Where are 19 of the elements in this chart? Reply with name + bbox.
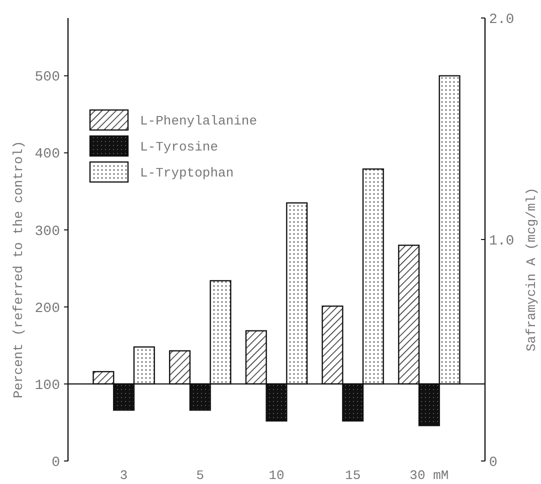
y2-tick-label: 2.0 — [489, 12, 514, 28]
y-tick-label: 0 — [52, 454, 60, 471]
y-tick-label: 200 — [34, 300, 60, 317]
y-tick-label: 500 — [34, 70, 60, 86]
y-tick-label: 400 — [34, 146, 60, 163]
y2-tick-label: 1.0 — [489, 233, 514, 250]
y-tick-label: 100 — [34, 378, 60, 394]
legend-label: L-Tryptophan — [140, 166, 234, 181]
x-tick-label: 3 — [120, 468, 128, 483]
legend-label: L-Phenylalanine — [140, 114, 258, 129]
y2-axis-title: Saframycin A (mcg/ml) — [524, 188, 539, 352]
x-tick-label: 5 — [196, 468, 204, 483]
x-tick-label: 15 — [345, 468, 361, 483]
y-axis-title: Percent (referred to the control) — [11, 140, 26, 398]
y2-tick-label: 0 — [489, 454, 498, 471]
x-tick-label: 30 mM — [410, 468, 449, 483]
legend-label: L-Tyrosine — [140, 140, 218, 155]
y-tick-label: 300 — [34, 224, 60, 240]
x-tick-label: 10 — [268, 468, 284, 483]
